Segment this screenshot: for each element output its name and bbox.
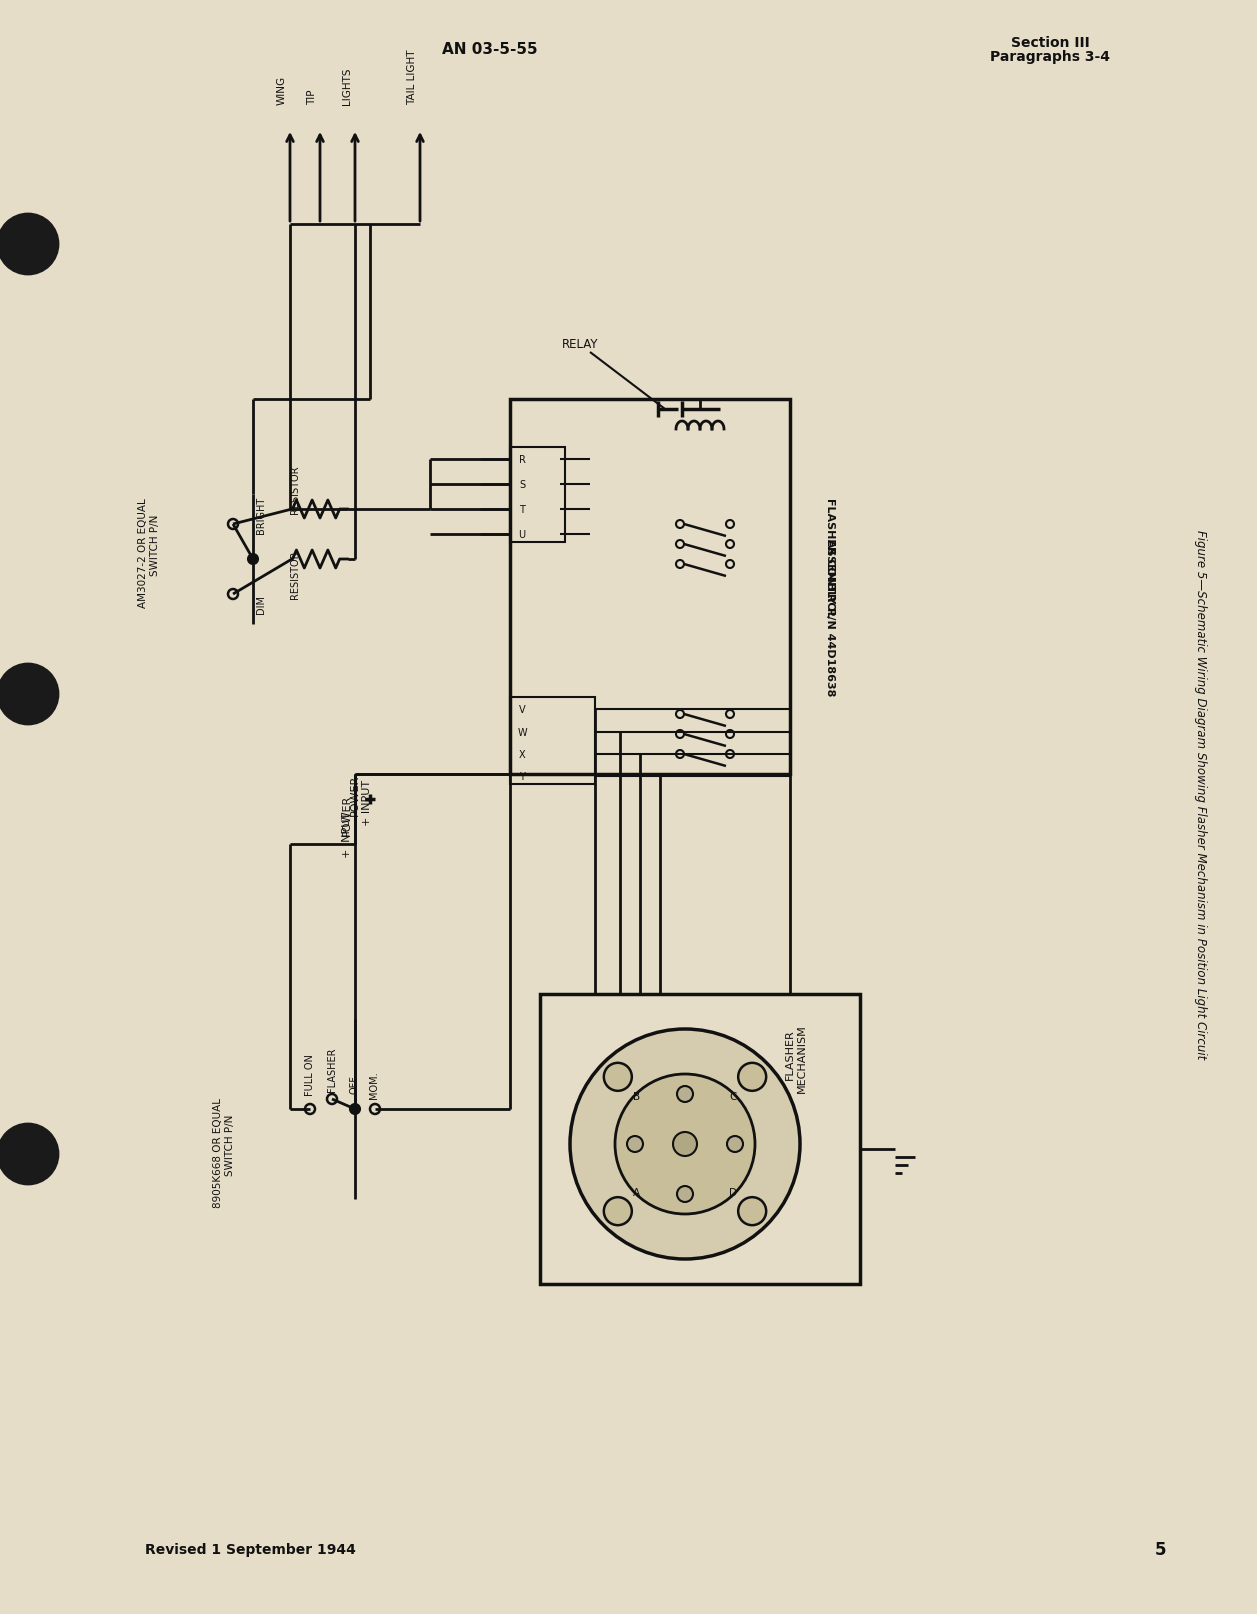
Circle shape	[248, 555, 258, 565]
Text: RESISTOR: RESISTOR	[290, 550, 300, 599]
Bar	[510, 400, 789, 775]
Circle shape	[738, 1198, 767, 1225]
Text: RESISTOR: RESISTOR	[290, 465, 300, 513]
Text: TIP: TIP	[307, 89, 317, 105]
Text: FLASHER: FLASHER	[786, 1030, 794, 1080]
Text: BRIGHT: BRIGHT	[256, 495, 266, 533]
Text: Figure 5—Schematic Wiring Diagram Showing Flasher Mechanism in Position Light Ci: Figure 5—Schematic Wiring Diagram Showin…	[1193, 529, 1207, 1059]
Text: ASSEMBLY P/N 44D18638: ASSEMBLY P/N 44D18638	[825, 539, 835, 696]
Text: Paragraphs 3-4: Paragraphs 3-4	[991, 50, 1110, 65]
Text: C: C	[729, 1091, 737, 1101]
Text: SWITCH P/N: SWITCH P/N	[150, 513, 160, 575]
Text: POWER: POWER	[349, 773, 360, 815]
Text: R: R	[519, 455, 525, 465]
Text: U: U	[518, 529, 525, 539]
Bar	[510, 447, 564, 542]
Text: D: D	[729, 1188, 737, 1198]
Text: POWER: POWER	[342, 794, 352, 834]
Text: V: V	[519, 705, 525, 715]
Circle shape	[0, 665, 58, 725]
Text: AN 03-5-55: AN 03-5-55	[442, 42, 538, 58]
Text: WING: WING	[277, 76, 287, 105]
Circle shape	[678, 1186, 693, 1202]
Text: LIGHTS: LIGHTS	[342, 68, 352, 105]
Circle shape	[603, 1064, 632, 1091]
Text: 5: 5	[1154, 1540, 1165, 1558]
Circle shape	[615, 1075, 755, 1214]
Circle shape	[0, 215, 58, 274]
Text: Section III: Section III	[1011, 36, 1090, 50]
Text: A: A	[634, 1188, 641, 1198]
Circle shape	[678, 1086, 693, 1102]
Text: AM3027-2 OR EQUAL: AM3027-2 OR EQUAL	[138, 497, 148, 607]
Text: + INPUT: + INPUT	[362, 780, 372, 825]
Circle shape	[569, 1030, 799, 1259]
Circle shape	[738, 1064, 767, 1091]
Text: FLASHER: FLASHER	[327, 1047, 337, 1091]
Bar	[510, 697, 595, 784]
Circle shape	[0, 1125, 58, 1185]
Circle shape	[603, 1198, 632, 1225]
Text: S: S	[519, 479, 525, 489]
Text: FLASHER CONTROL: FLASHER CONTROL	[825, 497, 835, 617]
Circle shape	[627, 1136, 644, 1152]
Text: SWITCH P/N: SWITCH P/N	[225, 1114, 235, 1175]
Text: X: X	[519, 749, 525, 760]
Text: FULL ON: FULL ON	[305, 1054, 316, 1096]
Text: TAIL LIGHT: TAIL LIGHT	[407, 50, 417, 105]
Text: + INPUT: + INPUT	[342, 812, 352, 857]
Text: DIM: DIM	[256, 596, 266, 613]
Circle shape	[672, 1133, 696, 1156]
Text: Y: Y	[519, 771, 525, 781]
Text: OFF: OFF	[349, 1075, 360, 1094]
Circle shape	[727, 1136, 743, 1152]
Text: T: T	[519, 505, 525, 515]
Text: W: W	[517, 728, 527, 738]
Text: 8905K668 OR EQUAL: 8905K668 OR EQUAL	[212, 1098, 222, 1207]
Circle shape	[349, 1104, 360, 1114]
Text: RELAY: RELAY	[562, 339, 598, 352]
Text: B: B	[634, 1091, 641, 1101]
Bar	[541, 994, 860, 1285]
Text: MOM.: MOM.	[370, 1070, 380, 1098]
Text: Revised 1 September 1944: Revised 1 September 1944	[145, 1541, 356, 1556]
Text: MECHANISM: MECHANISM	[797, 1023, 807, 1093]
